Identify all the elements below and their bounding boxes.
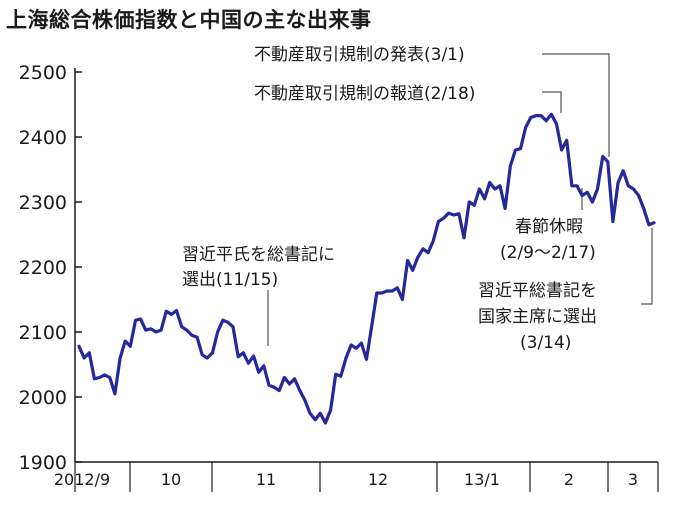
y-tick-label: 2000 bbox=[19, 387, 67, 409]
x-tick-label: 2012/9 bbox=[54, 470, 110, 489]
x-tick-label: 13/1 bbox=[464, 470, 500, 489]
annotation-party-secretary-line1: 習近平氏を総書記に bbox=[182, 245, 335, 265]
annotation-spring-festival-line2: (2/9〜2/17) bbox=[500, 243, 596, 263]
y-tick-label: 2200 bbox=[19, 257, 67, 279]
annotation-party-secretary-line2: 選出(11/15) bbox=[182, 270, 278, 290]
y-tick-label: 2100 bbox=[19, 322, 67, 344]
annotation-leader-line bbox=[641, 228, 653, 305]
x-axis: 2012/9 10 11 12 13/1 2 3 bbox=[54, 461, 659, 492]
annotation-event-report: 不動産取引規制の報道(2/18) bbox=[254, 84, 475, 104]
x-tick-label: 3 bbox=[628, 470, 638, 489]
x-tick-label: 11 bbox=[256, 470, 276, 489]
y-tick-label: 2500 bbox=[19, 62, 67, 84]
y-axis: 1900 2000 2100 2200 2300 2400 2500 bbox=[19, 62, 82, 474]
annotation-spring-festival-line1: 春節休暇 bbox=[515, 217, 583, 237]
y-tick-label: 2400 bbox=[19, 127, 67, 149]
y-tick-label: 1900 bbox=[19, 452, 67, 474]
y-tick-label: 2300 bbox=[19, 192, 67, 214]
annotation-leader-line bbox=[542, 53, 610, 157]
chart-title: 上海総合株価指数と中国の主な出来事 bbox=[6, 8, 372, 32]
annotation-leaders bbox=[267, 53, 653, 346]
annotation-state-president-line3: (3/14) bbox=[520, 333, 571, 353]
x-tick-label: 2 bbox=[564, 470, 574, 489]
annotation-leader-line bbox=[542, 91, 562, 113]
x-tick-label: 10 bbox=[161, 470, 181, 489]
annotation-event-announcement: 不動産取引規制の発表(3/1) bbox=[254, 45, 465, 65]
annotation-state-president-line1: 習近平総書記を bbox=[478, 281, 597, 301]
annotation-state-president-line2: 国家主席に選出 bbox=[478, 307, 597, 327]
series-line bbox=[77, 112, 656, 425]
x-tick-label: 12 bbox=[368, 470, 388, 489]
